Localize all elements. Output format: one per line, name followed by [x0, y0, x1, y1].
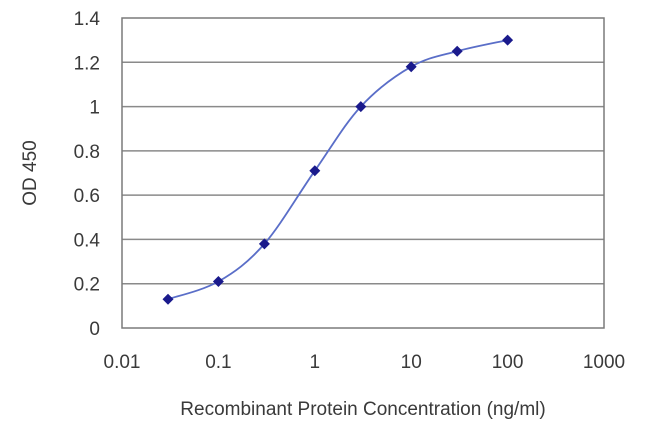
x-tick-label: 100	[492, 352, 524, 373]
y-tick-label: 0.6	[74, 186, 100, 207]
gridlines	[122, 61, 604, 285]
data-point-5	[405, 61, 417, 73]
y-tick-label: 1	[89, 98, 100, 119]
data-point-4	[355, 101, 367, 113]
y-axis-title: OD 450	[20, 140, 41, 205]
x-tick-label: 1000	[583, 352, 625, 373]
x-tick-label: 0.1	[205, 352, 231, 373]
data-point-1	[212, 276, 224, 287]
data-point-6	[451, 45, 463, 57]
x-tick-label: 10	[401, 352, 422, 373]
x-tick-labels: 0.01 0.1 1 10 100 1000	[104, 352, 626, 373]
y-tick-label: 0.4	[74, 230, 101, 251]
y-tick-label: 0	[89, 319, 100, 340]
y-tick-label: 0.2	[74, 275, 100, 296]
data-markers	[162, 34, 514, 305]
plot-frame	[121, 17, 605, 329]
x-tick-label: 1	[310, 352, 321, 373]
data-point-0	[162, 293, 174, 305]
y-tick-label: 0.8	[74, 142, 100, 163]
x-tick-label: 0.01	[104, 352, 141, 373]
data-point-3	[309, 165, 321, 177]
series-curve	[167, 39, 508, 301]
data-point-7	[502, 34, 514, 46]
y-tick-label: 1.2	[74, 53, 100, 74]
x-axis-title: Recombinant Protein Concentration (ng/ml…	[180, 399, 545, 420]
y-tick-labels: 0 0.2 0.4 0.6 0.8 1 1.2 1.4	[74, 9, 101, 340]
y-tick-label: 1.4	[74, 9, 101, 30]
data-point-2	[258, 238, 270, 250]
